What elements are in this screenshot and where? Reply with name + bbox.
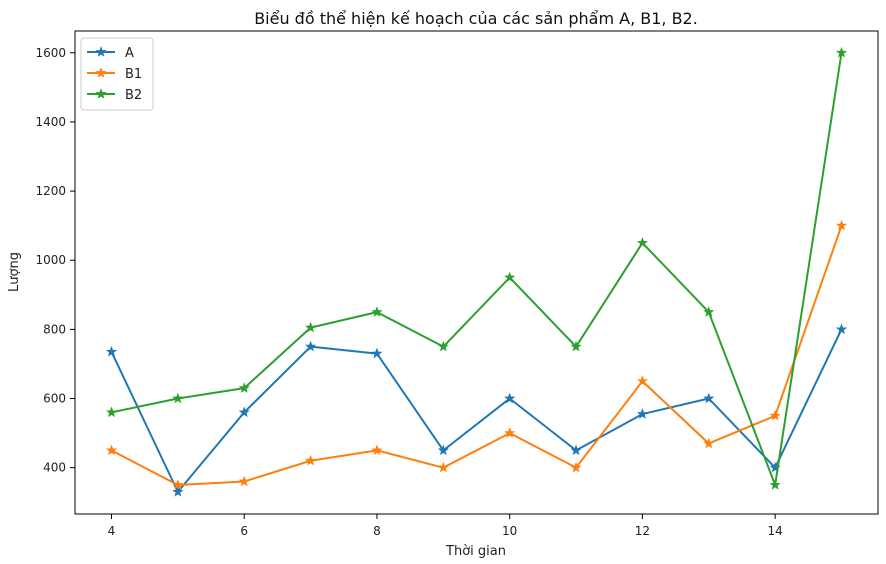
y-tick-label: 1200 bbox=[35, 184, 66, 198]
data-point bbox=[703, 392, 715, 404]
data-point bbox=[835, 219, 848, 231]
plot-frame bbox=[74, 30, 879, 515]
data-point bbox=[371, 444, 383, 456]
series-a bbox=[105, 323, 848, 497]
data-point bbox=[305, 454, 317, 466]
legend-label: B2 bbox=[125, 88, 142, 103]
x-axis-label: Thời gian bbox=[445, 544, 506, 559]
data-point bbox=[172, 392, 184, 404]
legend-marker bbox=[95, 46, 107, 57]
data-point bbox=[504, 271, 516, 283]
data-point bbox=[105, 444, 118, 456]
y-axis: 400 600 800 1000 1200 1400 1600 bbox=[35, 46, 75, 475]
data-point bbox=[437, 340, 449, 352]
data-point bbox=[437, 461, 449, 473]
data-point bbox=[305, 340, 317, 352]
data-point bbox=[105, 345, 118, 357]
data-point bbox=[835, 323, 848, 335]
legend-marker bbox=[95, 88, 107, 99]
legend-label: A bbox=[125, 46, 134, 61]
data-point bbox=[305, 321, 317, 333]
legend-marker bbox=[95, 67, 107, 78]
legend-item-b1: B1 bbox=[87, 67, 142, 82]
x-tick-label: 12 bbox=[635, 524, 650, 538]
y-tick-label: 400 bbox=[43, 461, 66, 475]
data-point bbox=[703, 306, 715, 317]
data-point bbox=[703, 437, 715, 449]
series-line bbox=[111, 225, 843, 486]
x-axis: 4 6 8 10 12 14 bbox=[108, 514, 783, 538]
y-axis-label: Lượng bbox=[7, 252, 22, 292]
data-point bbox=[636, 237, 648, 248]
series-line bbox=[110, 328, 843, 493]
legend-box bbox=[80, 37, 154, 111]
legend-label: B1 bbox=[125, 67, 142, 82]
y-tick-label: 1000 bbox=[35, 253, 66, 267]
series-b1 bbox=[105, 219, 848, 490]
data-point bbox=[636, 375, 648, 386]
legend: A B1 B2 bbox=[80, 37, 154, 111]
y-tick-label: 800 bbox=[43, 322, 66, 336]
data-point bbox=[371, 306, 383, 317]
x-tick-label: 14 bbox=[767, 524, 782, 538]
y-tick-label: 1400 bbox=[35, 115, 66, 129]
data-point bbox=[437, 444, 449, 456]
data-point bbox=[238, 406, 250, 418]
data-point bbox=[371, 347, 383, 359]
data-point bbox=[636, 408, 648, 419]
data-point bbox=[172, 486, 184, 497]
data-point bbox=[504, 392, 516, 404]
series-line bbox=[111, 52, 843, 486]
data-point bbox=[769, 409, 781, 421]
data-point bbox=[570, 461, 582, 473]
x-tick-label: 4 bbox=[108, 524, 116, 538]
x-tick-label: 8 bbox=[373, 524, 381, 538]
data-point bbox=[238, 475, 250, 487]
data-point bbox=[570, 444, 582, 456]
x-tick-label: 10 bbox=[502, 524, 517, 538]
data-point bbox=[504, 427, 516, 438]
chart-title: Biểu đồ thể hiện kế hoạch của các sản ph… bbox=[254, 9, 698, 28]
legend-item-b2: B2 bbox=[87, 88, 142, 103]
series-b2 bbox=[105, 46, 848, 490]
data-point bbox=[835, 46, 848, 58]
data-point bbox=[570, 340, 582, 352]
x-tick-label: 6 bbox=[240, 524, 248, 538]
legend-item-a: A bbox=[87, 46, 134, 61]
data-point bbox=[238, 382, 250, 393]
data-point bbox=[105, 406, 118, 418]
y-tick-label: 600 bbox=[43, 392, 66, 406]
data-point bbox=[172, 479, 184, 490]
y-tick-label: 1600 bbox=[35, 46, 66, 60]
data-point bbox=[769, 479, 781, 490]
